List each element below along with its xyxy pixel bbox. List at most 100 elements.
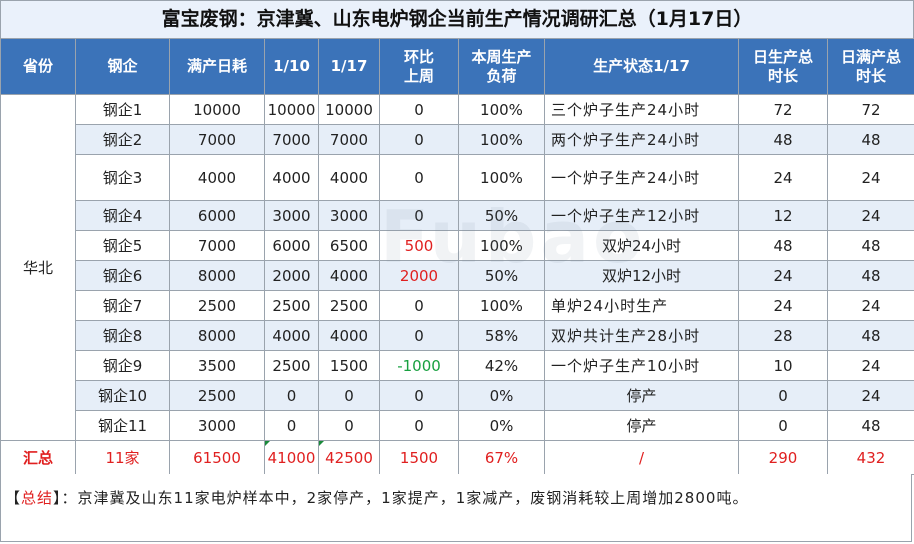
total-change: 1500 [379,440,459,475]
cell-full: 4000 [169,154,265,201]
summary-body: ：京津冀及山东11家电炉样本中，2家停产，1家提产，1家减产，废钢消耗较上周增加… [61,489,749,507]
company-name: 钢企8 [75,320,170,351]
cell-hours: 28 [738,320,828,351]
total-label: 汇总 [0,440,76,475]
summary-text: 【总结】：京津冀及山东11家电炉样本中，2家停产，1家提产，1家减产，废钢消耗较… [0,474,912,542]
cell-change: 0 [379,154,459,201]
cell-full: 3000 [169,410,265,441]
cell-full: 2500 [169,290,265,321]
cell-d117: 0 [318,380,380,411]
cell-d117: 2500 [318,290,380,321]
cell-load: 100% [458,124,545,155]
cell-hours: 0 [738,410,828,441]
cell-full: 7000 [169,230,265,261]
cell-status: 双炉共计生产28小时 [544,320,739,351]
header-load: 本周生产负荷 [458,38,545,95]
cell-d117: 6500 [318,230,380,261]
cell-d110: 2500 [264,290,319,321]
cell-full: 8000 [169,260,265,291]
cell-full-hours: 48 [827,230,914,261]
table-row: 钢企9 3500 2500 1500 -1000 42% 一个炉子生产10小时 10 24 [1,350,914,381]
summary-close: 】 [53,489,62,507]
cell-change: 0 [379,200,459,231]
header-full-capacity: 满产日耗 [169,38,265,95]
total-status: / [544,440,739,475]
summary-label: 总结 [21,489,54,507]
cell-full: 7000 [169,124,265,155]
cell-hours: 24 [738,260,828,291]
company-name: 钢企2 [75,124,170,155]
cell-full: 2500 [169,380,265,411]
total-count: 11家 [75,440,170,475]
cell-d110: 0 [264,410,319,441]
cell-full-hours: 24 [827,154,914,201]
cell-full-hours: 24 [827,200,914,231]
comment-marker-icon [265,441,270,446]
cell-d117: 3000 [318,200,380,231]
table-row: 钢企6 8000 2000 4000 2000 50% 双炉12小时 24 48 [1,260,914,291]
cell-load: 100% [458,154,545,201]
header-date-110: 1/10 [264,38,319,95]
cell-hours: 48 [738,124,828,155]
table-row: 钢企7 2500 2500 2500 0 100% 单炉24小时生产 24 24 [1,290,914,321]
cell-d117: 1500 [318,350,380,381]
cell-full-hours: 24 [827,350,914,381]
company-name: 钢企11 [75,410,170,441]
cell-full-hours: 48 [827,320,914,351]
comment-marker-icon [319,441,324,446]
cell-load: 0% [458,410,545,441]
table-row: 钢企5 7000 6000 6500 500 100% 双炉24小时 48 48 [1,230,914,261]
cell-change: 0 [379,410,459,441]
cell-load: 100% [458,290,545,321]
cell-d110: 2000 [264,260,319,291]
production-table: 省份 钢企 满产日耗 1/10 1/17 环比上周 本周生产负荷 生产状态1/1… [0,38,914,475]
header-full-hours: 日满产总时长 [827,38,914,95]
cell-change: 0 [379,94,459,125]
cell-load: 58% [458,320,545,351]
cell-load: 100% [458,230,545,261]
table-row: 华北 钢企1 10000 10000 10000 0 100% 三个炉子生产24小时 72 72 [0,94,914,441]
header-change: 环比上周 [379,38,459,95]
cell-d117: 4000 [318,154,380,201]
company-name: 钢企4 [75,200,170,231]
cell-load: 100% [458,94,545,125]
cell-full-hours: 48 [827,124,914,155]
header-date-117: 1/17 [318,38,380,95]
cell-full-hours: 24 [827,380,914,411]
cell-full: 6000 [169,200,265,231]
cell-change: -1000 [379,350,459,381]
company-name: 钢企3 [75,154,170,201]
company-name: 钢企1 [75,94,170,125]
cell-status: 双炉12小时 [544,260,739,291]
region-cell: 华北 [0,94,76,441]
cell-hours: 12 [738,200,828,231]
cell-d110: 3000 [264,200,319,231]
total-hours: 290 [738,440,828,475]
cell-d117: 0 [318,410,380,441]
header-province: 省份 [0,38,76,95]
cell-d110: 4000 [264,154,319,201]
cell-full: 3500 [169,350,265,381]
cell-change: 0 [379,290,459,321]
cell-status: 一个炉子生产24小时 [544,154,739,201]
company-name: 钢企9 [75,350,170,381]
cell-full-hours: 48 [827,260,914,291]
cell-status: 三个炉子生产24小时 [544,94,739,125]
cell-d110: 2500 [264,350,319,381]
cell-hours: 48 [738,230,828,261]
cell-change: 0 [379,124,459,155]
cell-status: 单炉24小时生产 [544,290,739,321]
cell-full-hours: 72 [827,94,914,125]
company-name: 钢企5 [75,230,170,261]
cell-status: 两个炉子生产24小时 [544,124,739,155]
cell-change: 0 [379,380,459,411]
cell-change: 2000 [379,260,459,291]
header-daily-hours: 日生产总时长 [738,38,828,95]
table-row: 钢企8 8000 4000 4000 0 58% 双炉共计生产28小时 28 48 [1,320,914,351]
total-full: 61500 [169,440,265,475]
cell-status: 停产 [544,410,739,441]
cell-change: 0 [379,320,459,351]
cell-d117: 7000 [318,124,380,155]
cell-full-hours: 48 [827,410,914,441]
company-name: 钢企6 [75,260,170,291]
